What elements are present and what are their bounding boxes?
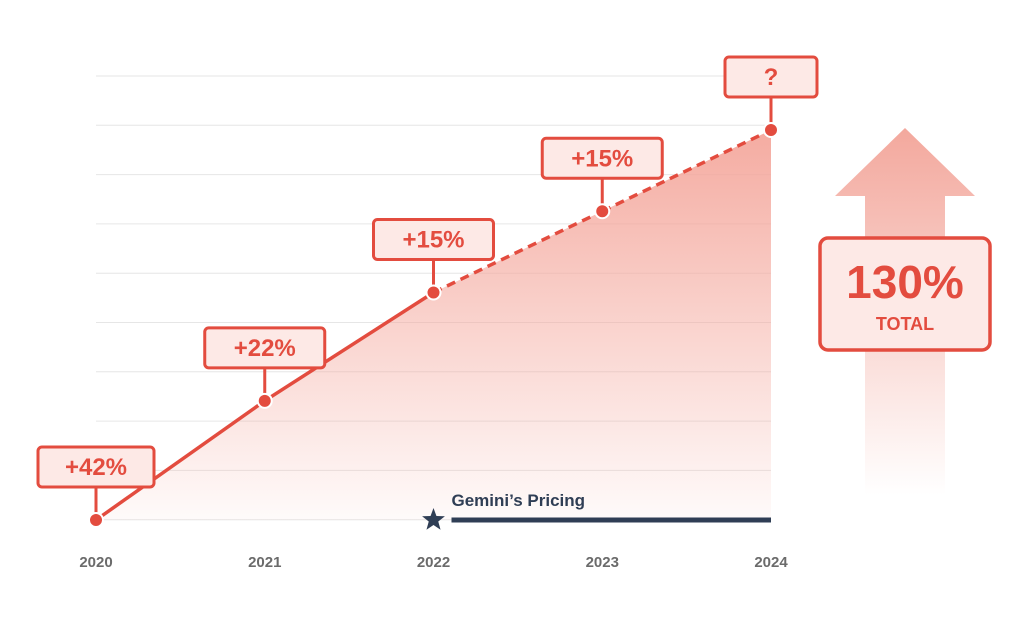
growth-label-box — [36, 445, 156, 489]
total-box — [818, 236, 992, 352]
growth-label-box — [723, 55, 819, 99]
data-point — [88, 512, 104, 528]
x-tick-label: 2021 — [248, 554, 281, 571]
growth-label-box — [203, 326, 327, 370]
area-fill — [96, 130, 771, 520]
total-value: 130% — [846, 256, 964, 308]
growth-labels: +42% +22% +15% +15%? — [36, 55, 819, 489]
star-icon — [422, 508, 445, 530]
growth-label: +22% — [234, 335, 296, 362]
series-line — [94, 128, 772, 522]
x-tick-label: 2022 — [417, 554, 450, 571]
total-callout: 130% TOTAL — [818, 128, 992, 495]
pricing-label: Gemini’s Pricing — [452, 491, 586, 510]
x-tick-label: 2024 — [754, 554, 788, 571]
growth-label: +15% — [571, 145, 633, 172]
line-segment-dashed — [432, 209, 604, 295]
growth-label-box — [540, 136, 664, 180]
data-point — [256, 392, 273, 409]
data-points — [88, 122, 779, 528]
growth-label: +15% — [402, 227, 464, 254]
growth-label: +42% — [65, 454, 127, 481]
growth-label-box — [372, 218, 495, 261]
data-point — [763, 122, 779, 138]
line-segment-solid — [263, 291, 435, 403]
data-point — [594, 203, 611, 220]
growth-label: ? — [764, 64, 779, 91]
x-tick-label: 2020 — [79, 554, 112, 571]
data-point — [425, 284, 442, 301]
total-label: TOTAL — [876, 314, 934, 334]
x-axis-ticks: 2020 2021 2022 2023 2024 — [79, 554, 788, 571]
pricing-annotation: Gemini’s Pricing — [422, 491, 771, 530]
x-tick-label: 2023 — [586, 554, 619, 571]
line-segment-solid — [94, 399, 266, 522]
line-segment-dashed — [601, 128, 772, 213]
